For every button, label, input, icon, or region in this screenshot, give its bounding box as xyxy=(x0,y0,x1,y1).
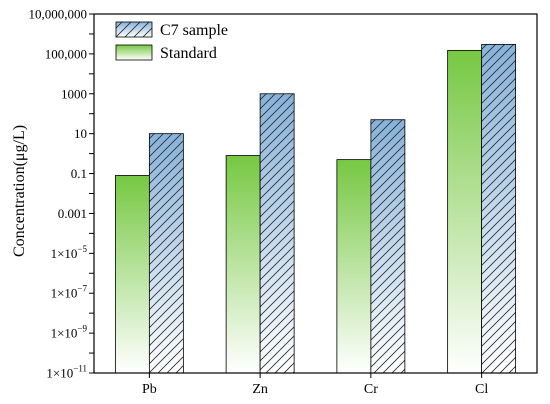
x-tick-label-zn: Zn xyxy=(252,382,268,397)
y-axis-title: Concentration(μg/L) xyxy=(11,125,28,257)
y-tick-label: 1×10−9 xyxy=(51,324,88,341)
y-tick-label: 1000 xyxy=(61,86,87,101)
bar-c7-hatch-pb xyxy=(148,133,184,374)
y-tick-label: 100,000 xyxy=(45,46,87,61)
bars-group xyxy=(114,43,517,374)
bar-c7-hatch-zn xyxy=(259,93,295,374)
legend-swatch-c7-sample xyxy=(115,21,153,38)
y-tick-label: 10 xyxy=(74,126,87,141)
y-ticks-group: 10,000,000 100,000 1000 10 0.1 0.001 1×10−5 1×1… xyxy=(29,7,94,381)
x-tick-label-cr: Cr xyxy=(364,382,378,397)
bar-standard-cl xyxy=(447,49,483,374)
legend-swatch-standard xyxy=(115,44,153,61)
x-tick-label-cl: Cl xyxy=(475,382,488,397)
bar-c7-hatch-cr xyxy=(370,119,406,374)
legend: C7 sample Standard xyxy=(115,21,228,62)
bar-c7-hatch-cl xyxy=(481,43,517,374)
legend-label-c7-sample: C7 sample xyxy=(160,22,228,39)
y-tick-label: 0.1 xyxy=(71,166,87,181)
y-tick-label: 1×10−7 xyxy=(51,284,88,301)
y-tick-label: 1×10−5 xyxy=(51,244,88,261)
legend-label-standard: Standard xyxy=(160,45,217,62)
x-tick-label-pb: Pb xyxy=(142,382,157,397)
y-tick-label: 0.001 xyxy=(58,206,87,221)
bar-standard-cr xyxy=(336,159,372,374)
y-tick-label: 1×10−11 xyxy=(46,364,87,381)
bar-standard-pb xyxy=(114,175,150,374)
y-tick-label: 10,000,000 xyxy=(29,7,88,22)
x-categories-group: Pb Zn Cr Cl xyxy=(142,373,488,397)
bar-standard-zn xyxy=(225,155,261,374)
